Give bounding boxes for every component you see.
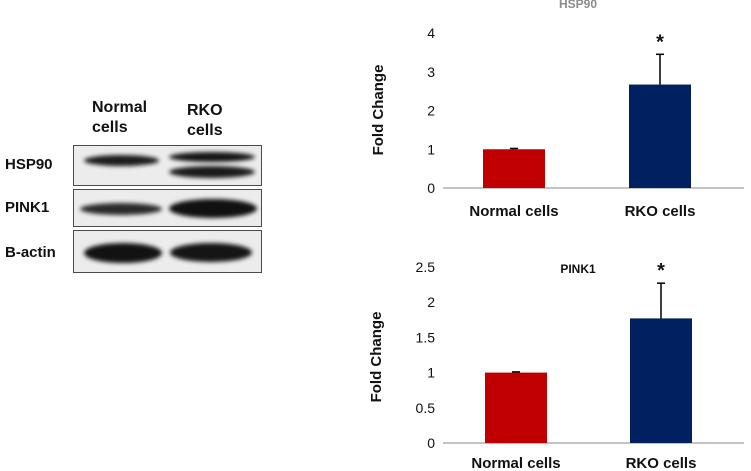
pink1-bar-rko [630, 318, 692, 443]
pink1-chart-title: PINK1 [560, 262, 596, 276]
blot-band-pink1-rko [169, 199, 257, 218]
blot-band-hsp90-rko-lower [169, 166, 255, 178]
blot-band-bactin-normal [84, 243, 162, 263]
hsp90-y-tick-label: 2 [427, 103, 435, 119]
pink1-y-tick-label: 0.5 [416, 400, 436, 416]
hsp90-y-tick-label: 3 [427, 64, 435, 80]
pink1-y-tick-label: 2.5 [416, 259, 436, 275]
hsp90-bar-rko [629, 84, 691, 188]
pink1-category-label-normal: Normal cells [471, 455, 560, 471]
pink1-y-tick-label: 2 [427, 294, 435, 310]
hsp90-y-axis-label: Fold Change [370, 65, 387, 156]
hsp90-category-label-rko: RKO cells [625, 203, 696, 220]
blot-column-label-rko-line2: cells [187, 122, 223, 139]
blot-band-bactin-rko [170, 243, 252, 262]
hsp90-significance-marker: * [656, 31, 664, 53]
blot-strip-bactin [73, 230, 262, 273]
blot-column-label-normal-line1: Normal [92, 99, 148, 116]
hsp90-category-label-normal: Normal cells [469, 203, 558, 220]
hsp90-y-tick-label: 0 [427, 180, 435, 196]
blot-band-pink1-normal [80, 203, 162, 215]
hsp90-y-tick-label: 1 [427, 141, 435, 157]
hsp90-bar-normal [483, 149, 545, 188]
western-blot-panel: Normal cells RKO cells HSP90 PINK1 B-act… [0, 0, 270, 471]
pink1-y-axis-label: Fold Change [368, 312, 385, 403]
blot-strip-hsp90 [73, 145, 262, 186]
blot-row-label-bactin: B-actin [5, 244, 56, 261]
pink1-y-tick-label: 1 [427, 365, 435, 381]
blot-row-label-hsp90: HSP90 [5, 156, 53, 173]
hsp90-chart-title: HSP90 [559, 0, 597, 11]
pink1-y-tick-label: 0 [427, 435, 435, 451]
blot-strip-pink1 [73, 189, 262, 227]
blot-band-hsp90-rko-upper [169, 152, 255, 162]
blot-band-hsp90-normal [84, 155, 159, 166]
blot-column-label-rko: RKO cells [187, 101, 223, 141]
blot-row-label-pink1: PINK1 [5, 199, 50, 216]
blot-column-label-rko-line1: RKO [187, 102, 223, 119]
blot-column-label-normal: Normal cells [92, 98, 147, 138]
pink1-significance-marker: * [657, 260, 665, 282]
pink1-bar-normal [485, 372, 547, 443]
blot-column-label-normal-line2: cells [92, 119, 128, 136]
pink1-y-tick-label: 1.5 [416, 329, 436, 345]
hsp90-y-tick-label: 4 [427, 25, 435, 41]
pink1-category-label-rko: RKO cells [626, 455, 697, 471]
